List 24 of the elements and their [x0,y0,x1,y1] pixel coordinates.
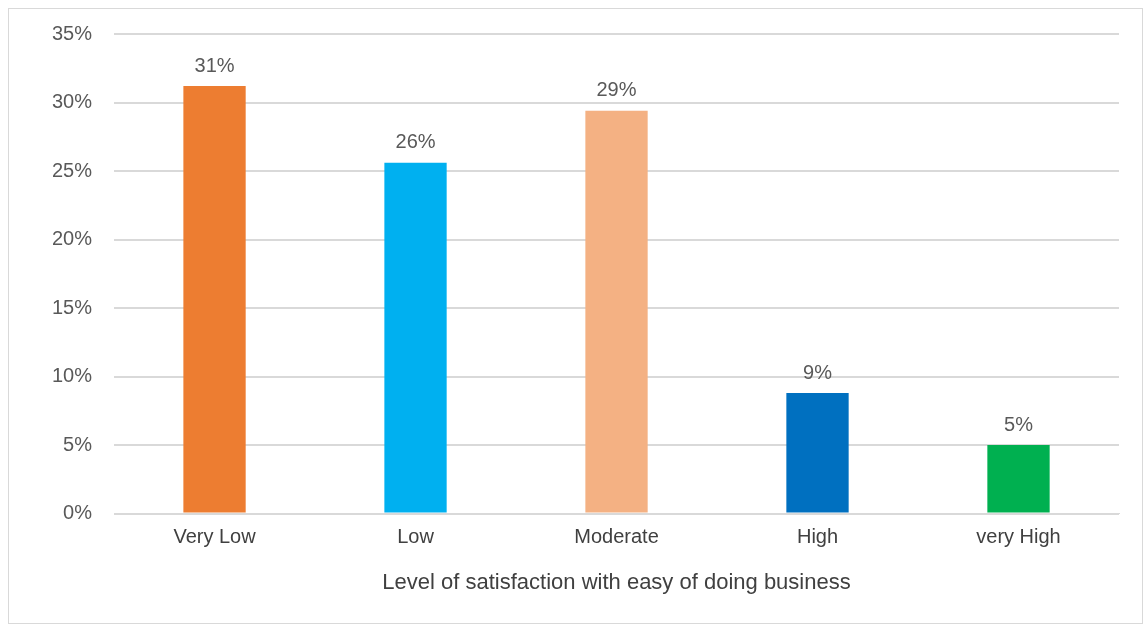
data-label: 9% [803,360,833,383]
data-label: 29% [596,78,637,101]
x-tick-label: very High [976,525,1061,548]
bar [987,445,1050,513]
bar [786,393,849,513]
data-label: 31% [194,53,235,76]
y-tick-label: 25% [52,158,93,181]
y-tick-label: 30% [52,90,93,113]
bar [384,162,447,513]
x-axis-title: Level of satisfaction with easy of doing business [382,568,851,594]
bar [585,110,648,513]
data-label: 5% [1004,412,1034,435]
bar [183,86,246,513]
y-tick-label: 35% [52,21,93,44]
data-label: 26% [395,130,436,153]
y-tick-label: 5% [63,432,93,455]
y-tick-label: 15% [52,295,93,318]
x-tick-label: Low [397,525,435,548]
x-tick-label: High [796,525,839,548]
y-tick-label: 20% [52,227,93,250]
x-tick-label: Moderate [574,525,659,548]
x-tick-label: Very Low [173,525,257,548]
y-tick-label: 10% [52,364,93,387]
y-tick-label: 0% [63,501,93,524]
